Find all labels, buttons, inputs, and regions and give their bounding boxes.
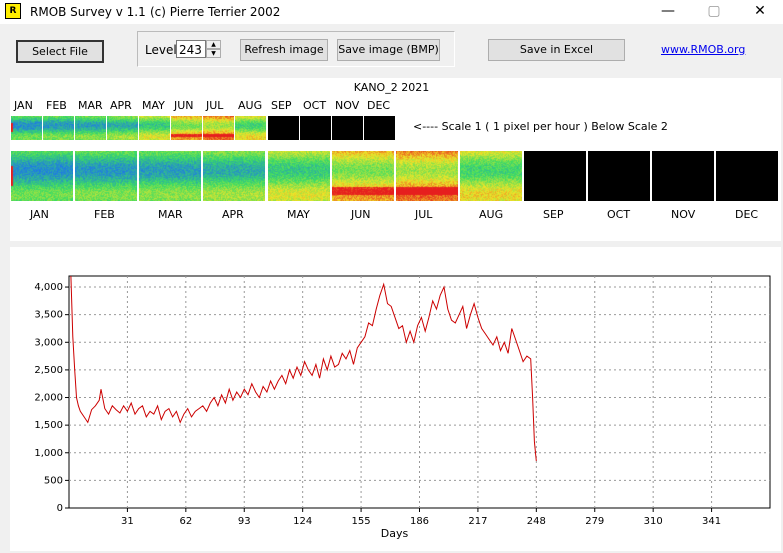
large-heatmap-aug (460, 151, 522, 201)
level-input[interactable]: 243 (176, 40, 206, 58)
small-month-label: APR (110, 99, 132, 112)
large-heatmap-oct (588, 151, 650, 201)
large-heatmap-jun (332, 151, 394, 201)
image-title: KANO_2 2021 (353, 81, 430, 94)
small-month-label: AUG (238, 99, 263, 112)
small-heatmap-nov (332, 116, 363, 140)
small-heatmap-sep (268, 116, 299, 140)
small-heatmap-jan (11, 116, 42, 140)
large-month-label: SEP (543, 208, 564, 221)
small-heatmap-feb (43, 116, 74, 140)
minimize-icon[interactable]: — (661, 3, 675, 19)
large-heatmap-apr (203, 151, 265, 201)
large-heatmap-may (268, 151, 330, 201)
large-month-label: OCT (607, 208, 631, 221)
small-month-label: OCT (303, 99, 327, 112)
refresh-image-button[interactable]: Refresh image (240, 39, 328, 61)
small-month-label: JUL (206, 99, 224, 112)
large-month-label: JUN (351, 208, 371, 221)
maximize-icon[interactable]: ▢ (707, 3, 721, 19)
large-month-label: JAN (30, 208, 49, 221)
save-image-button[interactable]: Save image (BMP) (337, 39, 440, 61)
small-month-label: MAY (142, 99, 165, 112)
small-heatmap-jun (171, 116, 202, 140)
copyright-text: (c) Pierre Terrier 2002 (150, 5, 281, 19)
large-month-label: NOV (671, 208, 696, 221)
level-label: Level (145, 43, 177, 57)
large-heatmap-sep (524, 151, 586, 201)
scale-note: <---- Scale 1 ( 1 pixel per hour ) Below… (413, 120, 668, 133)
large-heatmap-jul (396, 151, 458, 201)
close-icon[interactable]: ✕ (754, 3, 766, 19)
small-heatmap-aug (235, 116, 266, 140)
small-heatmap-jul (203, 116, 234, 140)
large-month-label: DEC (735, 208, 759, 221)
level-up-icon[interactable]: ▲ (206, 40, 221, 49)
small-heatmap-dec (364, 116, 395, 140)
window-title: RMOB Survey v 1.1 (30, 5, 146, 19)
small-heatmap-apr (107, 116, 138, 140)
small-month-label: MAR (78, 99, 103, 112)
large-month-label: AUG (479, 208, 504, 221)
small-heatmap-oct (300, 116, 331, 140)
large-month-label: FEB (94, 208, 115, 221)
rmob-link[interactable]: www.RMOB.org (661, 43, 746, 56)
select-file-button[interactable]: Select File (16, 40, 104, 63)
app-icon: R (5, 3, 21, 19)
large-month-label: MAR (158, 208, 183, 221)
title-bar: R RMOB Survey v 1.1 (c) Pierre Terrier 2… (0, 0, 783, 24)
large-heatmap-feb (75, 151, 137, 201)
large-heatmap-dec (716, 151, 778, 201)
save-excel-button[interactable]: Save in Excel (488, 39, 625, 61)
large-month-label: JUL (415, 208, 433, 221)
small-month-label: SEP (271, 99, 292, 112)
small-month-label: NOV (335, 99, 360, 112)
small-month-label: JUN (174, 99, 194, 112)
small-month-label: DEC (367, 99, 391, 112)
large-heatmap-mar (139, 151, 201, 201)
small-month-label: FEB (46, 99, 67, 112)
large-month-label: MAY (287, 208, 310, 221)
large-heatmap-nov (652, 151, 714, 201)
image-controls-panel (137, 31, 455, 67)
level-down-icon[interactable]: ▼ (206, 49, 221, 58)
small-heatmap-may (139, 116, 170, 140)
small-month-label: JAN (14, 99, 33, 112)
chart-panel (10, 247, 781, 551)
large-heatmap-jan (11, 151, 73, 201)
small-heatmap-mar (75, 116, 106, 140)
large-month-label: APR (222, 208, 244, 221)
